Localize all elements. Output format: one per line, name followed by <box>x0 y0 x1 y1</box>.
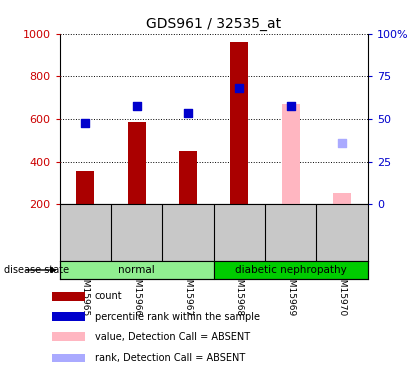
Bar <box>333 193 351 204</box>
Point <box>287 103 294 109</box>
Point <box>339 140 346 146</box>
Bar <box>52 354 85 362</box>
Bar <box>282 104 300 204</box>
Bar <box>214 261 368 279</box>
Point <box>133 103 140 109</box>
Title: GDS961 / 32535_at: GDS961 / 32535_at <box>146 17 281 32</box>
Text: disease state: disease state <box>4 265 69 275</box>
Bar <box>179 151 197 204</box>
Text: rank, Detection Call = ABSENT: rank, Detection Call = ABSENT <box>95 353 245 363</box>
Text: percentile rank within the sample: percentile rank within the sample <box>95 312 260 322</box>
Bar <box>52 292 85 301</box>
Point <box>82 120 89 126</box>
Bar <box>76 171 94 204</box>
Bar <box>60 261 214 279</box>
Bar <box>52 333 85 341</box>
Text: value, Detection Call = ABSENT: value, Detection Call = ABSENT <box>95 332 250 342</box>
Text: count: count <box>95 291 122 302</box>
Bar <box>128 122 145 204</box>
Bar <box>52 312 85 321</box>
Point <box>185 110 192 116</box>
Point <box>236 85 242 91</box>
Bar <box>231 42 248 204</box>
Text: diabetic nephropathy: diabetic nephropathy <box>235 265 346 275</box>
Text: normal: normal <box>118 265 155 275</box>
